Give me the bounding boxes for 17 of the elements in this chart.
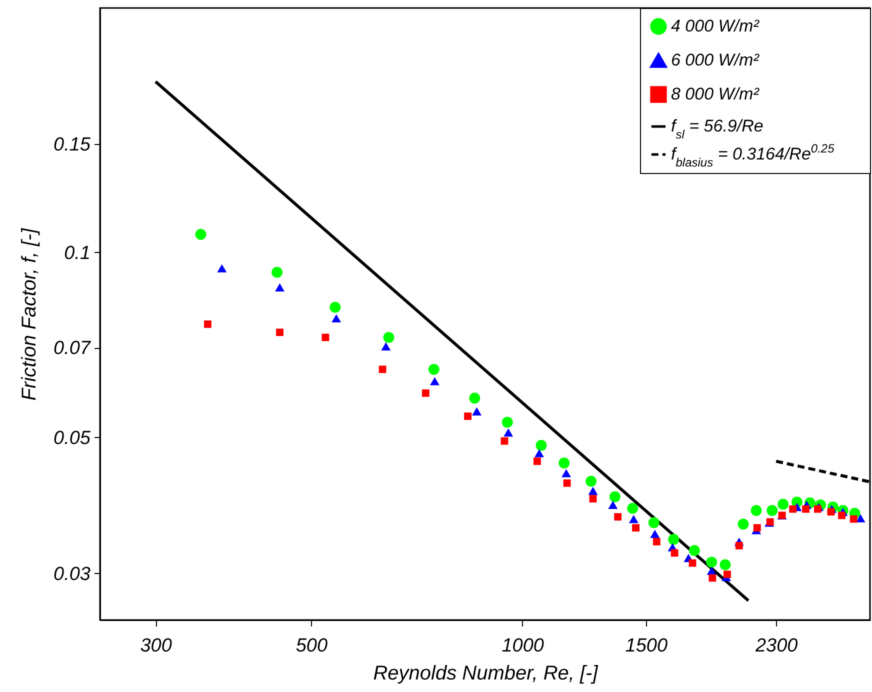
legend-label: 4 000 W/m²: [671, 16, 760, 36]
legend-label: 8 000 W/m²: [671, 84, 760, 104]
x-tick-label: 2300: [754, 636, 798, 656]
legend-label: f$_{sl}$ = 56.9/Re: [671, 116, 764, 142]
x-axis-title: Reynolds Number, Re, [-]: [373, 662, 598, 684]
x-tick-label: 300: [140, 636, 172, 656]
y-tick-label: 0.03: [54, 564, 91, 585]
x-tick-label: 1000: [502, 636, 544, 656]
x-tick-label: 500: [296, 636, 328, 656]
y-axis-title: Friction Factor, f, [-]: [18, 228, 41, 401]
legend-label: f$_{blasius}$ = 0.3164/Re$^{0.25}$: [671, 142, 835, 170]
y-tick-label: 0.1: [64, 242, 90, 264]
y-tick-label: 0.05: [54, 428, 91, 449]
y-tick-label: 0.15: [54, 134, 91, 156]
x-tick-label: 1500: [625, 636, 668, 656]
y-tick-label: 0.07: [54, 338, 92, 360]
legend-label: 6 000 W/m²: [671, 50, 760, 70]
